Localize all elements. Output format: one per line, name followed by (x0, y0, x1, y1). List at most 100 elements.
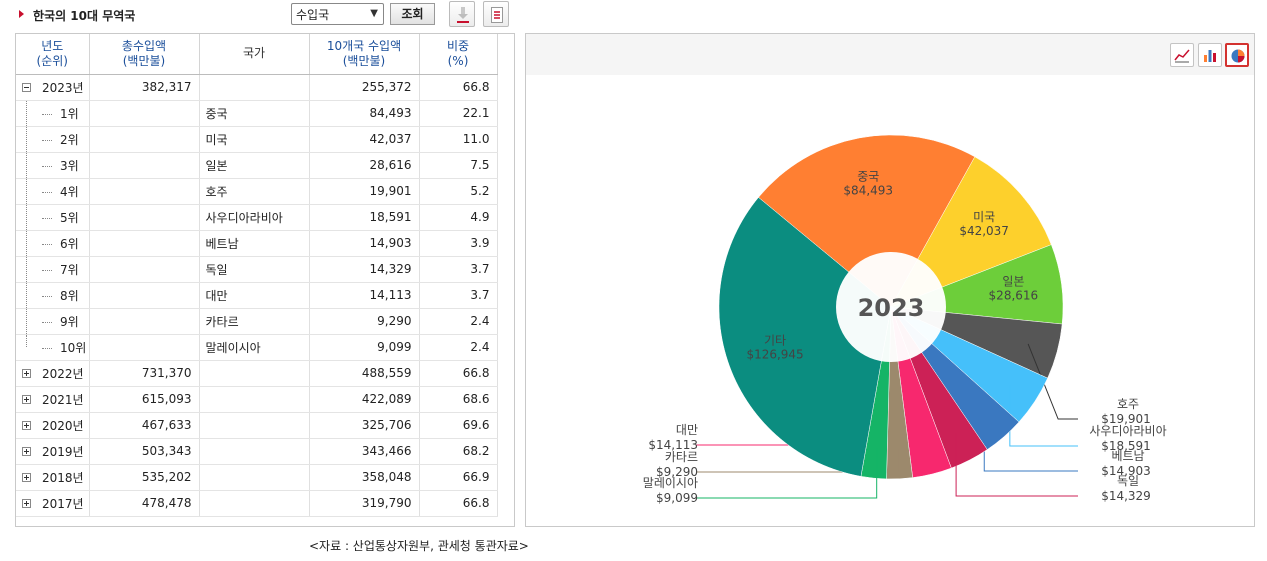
year-rank-cell: 3위 (16, 152, 90, 179)
year-rank-label: 1위 (60, 106, 79, 121)
slice-label-value: $9,290 (656, 465, 698, 479)
top10-amount-cell: 319,790 (309, 490, 420, 517)
share-cell: 3.9 (419, 230, 498, 257)
table-row-rank[interactable]: 1위 중국 84,493 22.1 (16, 100, 498, 127)
slice-label-name: 호주 (1117, 397, 1139, 411)
country-cell: 중국 (199, 100, 310, 127)
share-cell: 2.4 (419, 334, 498, 361)
print-button[interactable] (483, 1, 509, 27)
year-rank-cell[interactable]: 2020년 (16, 412, 90, 439)
slice-label-value: $14,903 (1101, 464, 1151, 478)
table-row-rank[interactable]: 7위 독일 14,329 3.7 (16, 256, 498, 283)
share-cell: 3.7 (419, 256, 498, 283)
year-rank-label: 2017년 (42, 496, 84, 511)
top10-amount-cell: 488,559 (309, 360, 420, 387)
share-cell: 3.7 (419, 282, 498, 309)
tree-line (26, 334, 27, 347)
share-cell: 69.6 (419, 412, 498, 439)
expand-icon[interactable] (22, 446, 31, 456)
leader-line (1027, 343, 1078, 420)
table-row-year[interactable]: 2018년 535,202 358,048 66.9 (16, 464, 498, 491)
chart-panel: 중국 $84,493 미국 $42,037 일본 $28,616 호주 $19,901 사우디아… (525, 33, 1255, 527)
table-row-year[interactable]: 2019년 503,343 343,466 68.2 (16, 438, 498, 465)
top10-amount-cell: 28,616 (309, 152, 420, 179)
top10-amount-cell: 325,706 (309, 412, 420, 439)
query-button[interactable]: 조회 (390, 3, 435, 25)
collapse-icon[interactable] (22, 82, 31, 92)
share-cell: 66.8 (419, 360, 498, 387)
tree-line (42, 243, 52, 245)
expand-icon[interactable] (22, 498, 31, 508)
country-cell (199, 464, 310, 491)
trade-table-panel[interactable]: 년도 (순위) 총수입액 (백만불) 국가 10개국 수입액 (백만불) 비중 (%) … (15, 33, 515, 527)
year-rank-cell[interactable]: 2018년 (16, 464, 90, 491)
total-import-cell (89, 334, 200, 361)
table-row-rank[interactable]: 2위 미국 42,037 11.0 (16, 126, 498, 153)
download-button[interactable] (449, 1, 475, 27)
table-row-rank[interactable]: 5위 사우디아라비아 18,591 4.9 (16, 204, 498, 231)
slice-label-value: $19,901 (1101, 412, 1151, 426)
top10-amount-cell: 9,099 (309, 334, 420, 361)
year-rank-cell: 9위 (16, 308, 90, 335)
tree-line (26, 126, 27, 151)
slice-label-value: $84,493 (843, 184, 893, 198)
pie-chart-icon (1231, 49, 1245, 63)
year-rank-cell[interactable]: 2019년 (16, 438, 90, 465)
year-rank-label: 7위 (60, 262, 79, 277)
pie-chart: 중국$84,493 미국$42,037 일본$28,616 호주$19,901사우디아… (643, 134, 1167, 505)
year-rank-label: 3위 (60, 158, 79, 173)
year-rank-label: 2021년 (42, 392, 84, 407)
table-row-rank[interactable]: 9위 카타르 9,290 2.4 (16, 308, 498, 335)
col-header-country[interactable]: 국가 (199, 34, 310, 75)
table-row-rank[interactable]: 4위 호주 19,901 5.2 (16, 178, 498, 205)
total-import-cell (89, 256, 200, 283)
year-rank-cell[interactable]: 2022년 (16, 360, 90, 387)
leader-line (1009, 384, 1078, 447)
tree-line (26, 230, 27, 255)
col-header-share[interactable]: 비중 (%) (419, 34, 498, 75)
year-rank-cell: 5위 (16, 204, 90, 231)
tree-line (42, 165, 52, 167)
col-header-year[interactable]: 년도 (순위) (16, 34, 90, 75)
total-import-cell (89, 178, 200, 205)
top10-amount-cell: 42,037 (309, 126, 420, 153)
line-chart-button[interactable] (1170, 43, 1194, 67)
table-row-year[interactable]: 2022년 731,370 488,559 66.8 (16, 360, 498, 387)
total-import-cell: 731,370 (89, 360, 200, 387)
pie-slice[interactable] (758, 134, 976, 308)
year-rank-cell[interactable]: 2023년 (16, 74, 90, 101)
col-header-total[interactable]: 총수입액 (백만불) (89, 34, 200, 75)
top-bar: 한국의 10대 무역국 수입국 ▼ 조회 (0, 0, 520, 30)
table-row-rank[interactable]: 3위 일본 28,616 7.5 (16, 152, 498, 179)
year-rank-cell[interactable]: 2017년 (16, 490, 90, 517)
table-row-year[interactable]: 2021년 615,093 422,089 68.6 (16, 386, 498, 413)
country-cell (199, 386, 310, 413)
table-row-rank[interactable]: 10위 말레이시아 9,099 2.4 (16, 334, 498, 361)
year-rank-label: 6위 (60, 236, 79, 251)
table-row-year[interactable]: 2020년 467,633 325,706 69.6 (16, 412, 498, 439)
expand-icon[interactable] (22, 368, 31, 378)
table-row-year[interactable]: 2023년 382,317 255,372 66.8 (16, 74, 498, 101)
pie-chart-button[interactable] (1225, 43, 1249, 67)
total-import-cell: 382,317 (89, 74, 200, 101)
country-cell: 미국 (199, 126, 310, 153)
bar-chart-button[interactable] (1198, 43, 1222, 67)
table-row-rank[interactable]: 8위 대만 14,113 3.7 (16, 282, 498, 309)
pie-slice[interactable] (718, 197, 892, 477)
top10-amount-cell: 255,372 (309, 74, 420, 101)
tree-line (42, 113, 52, 115)
table-row-year[interactable]: 2017년 478,478 319,790 66.8 (16, 490, 498, 517)
expand-icon[interactable] (22, 394, 31, 404)
country-cell: 호주 (199, 178, 310, 205)
trade-type-select[interactable]: 수입국 ▼ (291, 3, 384, 25)
expand-icon[interactable] (22, 420, 31, 430)
year-rank-cell: 1위 (16, 100, 90, 127)
year-rank-cell[interactable]: 2021년 (16, 386, 90, 413)
share-cell: 11.0 (419, 126, 498, 153)
share-cell: 66.8 (419, 490, 498, 517)
top10-amount-cell: 14,903 (309, 230, 420, 257)
col-header-top10-amount[interactable]: 10개국 수입액 (백만불) (309, 34, 420, 75)
expand-icon[interactable] (22, 472, 31, 482)
table-row-rank[interactable]: 6위 베트남 14,903 3.9 (16, 230, 498, 257)
tree-line (26, 282, 27, 307)
